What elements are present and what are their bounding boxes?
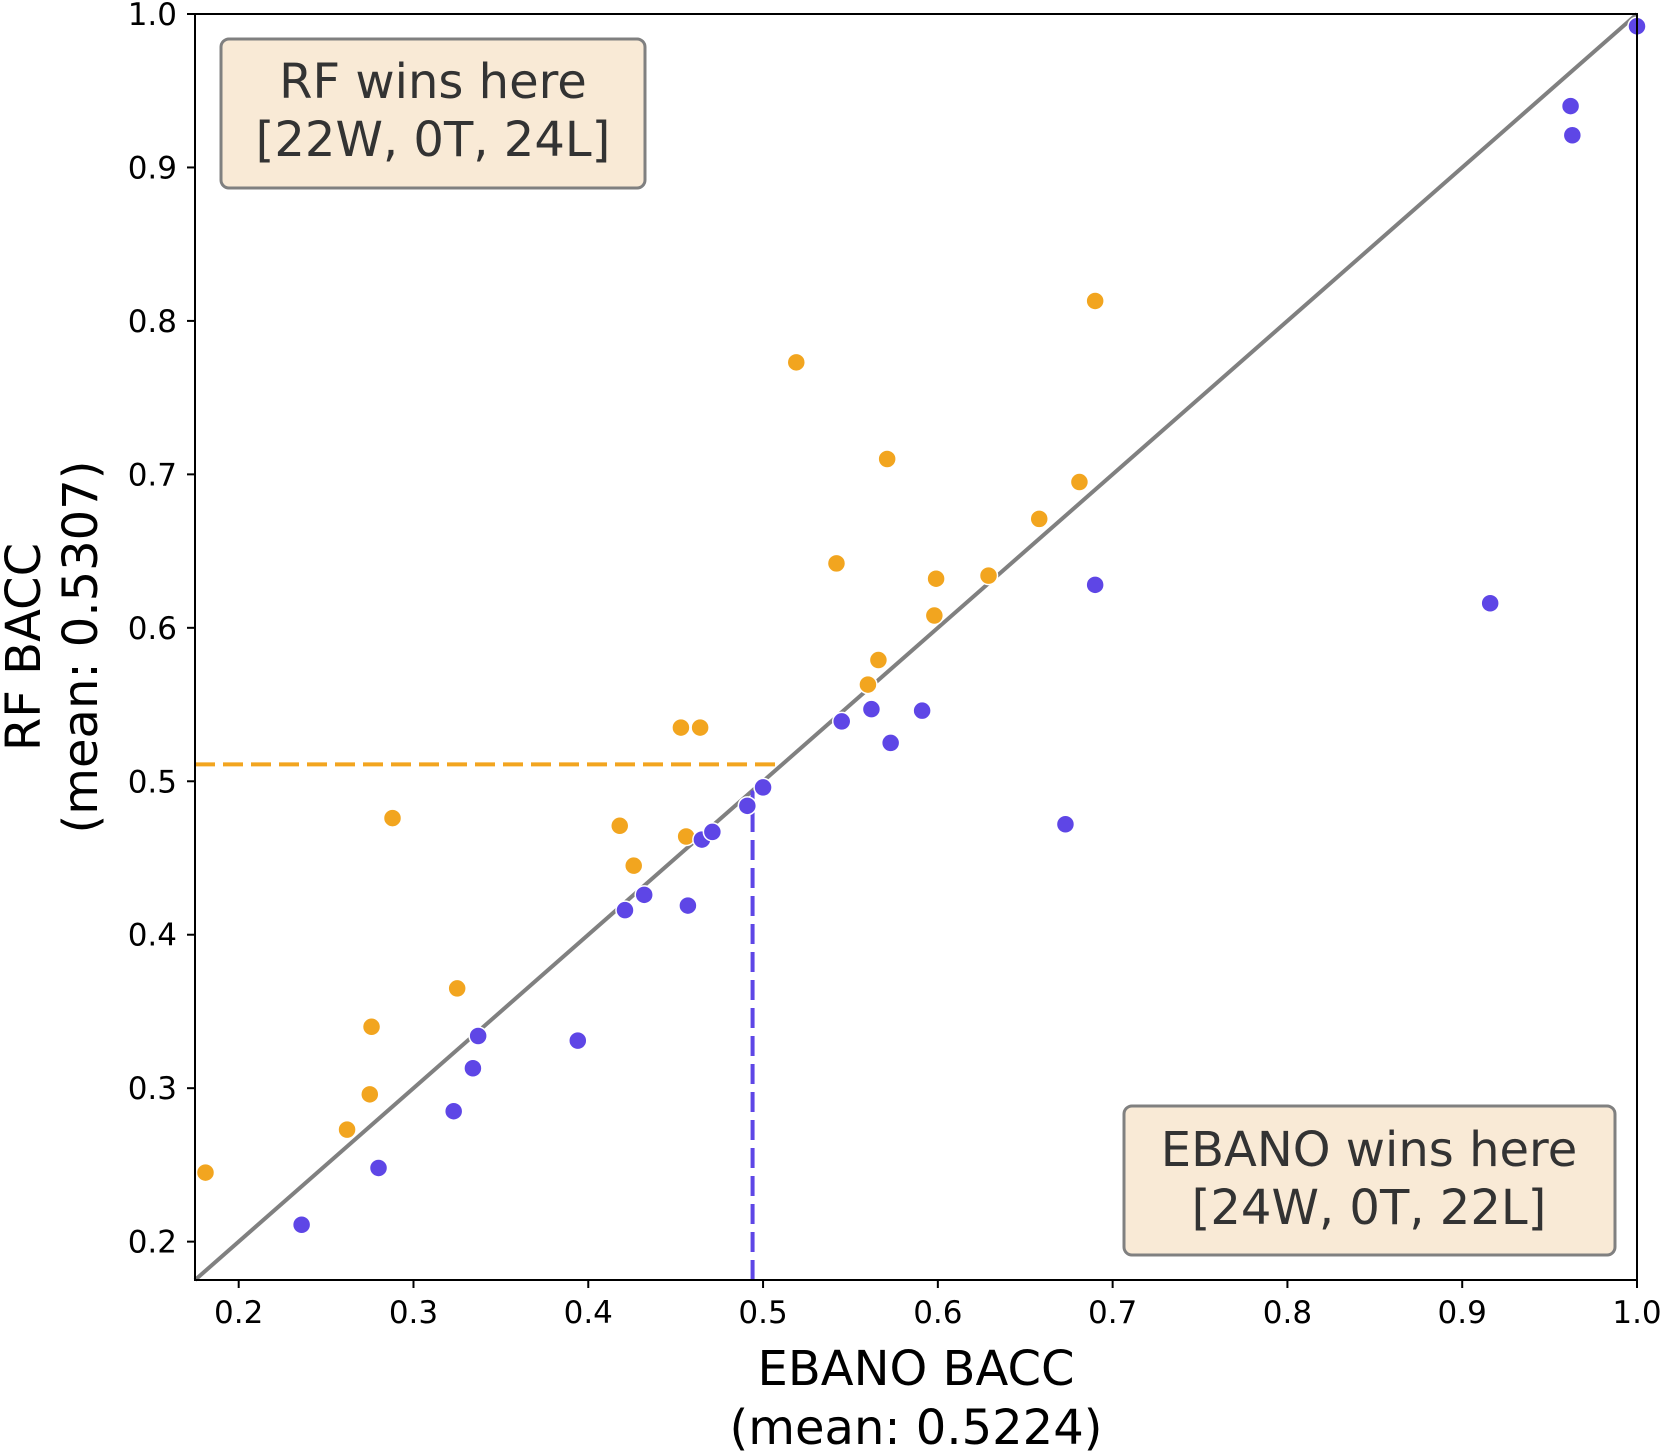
data-point	[568, 1030, 588, 1051]
data-point	[1069, 472, 1090, 492]
data-point	[912, 700, 932, 721]
annotation-rf-wins: RF wins here [22W, 0T, 24L]	[219, 37, 647, 190]
annotation-rf-box	[219, 37, 647, 190]
annotation-rf-line2: [22W, 0T, 24L]	[256, 112, 611, 168]
data-point	[195, 1162, 216, 1183]
data-point	[678, 895, 698, 916]
data-point	[615, 900, 635, 920]
data-point	[868, 650, 889, 670]
data-point	[1029, 509, 1049, 529]
data-point	[360, 1084, 380, 1105]
x-tick-label: 0.2	[214, 1295, 263, 1331]
data-point	[671, 717, 691, 738]
data-point	[1562, 125, 1583, 145]
x-axis-label: EBANO BACC	[758, 1341, 1075, 1397]
y-tick-label: 1.0	[128, 0, 177, 33]
x-tick-label: 0.9	[1438, 1295, 1487, 1331]
data-point	[924, 605, 945, 626]
data-point	[690, 717, 710, 738]
data-point	[978, 565, 999, 586]
y-tick-label: 0.2	[128, 1225, 177, 1261]
data-point	[753, 777, 773, 798]
x-tick-label: 0.4	[564, 1295, 613, 1331]
data-point	[786, 352, 807, 373]
x-tick-label: 0.7	[1088, 1295, 1137, 1331]
data-point	[623, 855, 644, 876]
y-tick-label: 0.6	[128, 611, 177, 647]
data-point	[443, 1101, 464, 1121]
data-point	[1085, 291, 1105, 311]
y-tick-label: 0.5	[128, 764, 177, 800]
y-axis-label: RF BACC	[0, 543, 52, 751]
x-tick-label: 0.6	[913, 1295, 962, 1331]
data-point	[858, 674, 878, 695]
y-ticks: 0.2 0.3 0.4 0.5 0.6 0.7 0.8 0.9 1.0	[128, 0, 195, 1261]
data-point	[826, 553, 847, 574]
data-point	[877, 449, 897, 469]
data-point	[1480, 593, 1500, 614]
data-point	[463, 1058, 483, 1078]
data-point	[634, 885, 654, 905]
annotation-ebano-box	[1122, 1104, 1617, 1257]
annotation-rf-line1: RF wins here	[279, 54, 587, 110]
data-point	[447, 978, 467, 999]
points-layer	[195, 16, 1647, 1235]
data-point	[337, 1119, 357, 1140]
data-point	[291, 1215, 312, 1235]
x-tick-label: 1.0	[1612, 1295, 1661, 1331]
x-axis-mean-label: (mean: 0.5224)	[730, 1400, 1103, 1451]
y-tick-label: 0.8	[128, 304, 177, 340]
data-point	[1055, 814, 1076, 834]
data-point	[880, 733, 901, 753]
data-point	[1085, 575, 1105, 595]
data-point	[737, 796, 758, 816]
data-point	[702, 822, 723, 842]
diagonal-line	[193, 12, 1639, 1282]
data-point	[368, 1158, 389, 1178]
data-point	[361, 1017, 382, 1037]
x-ticks: 0.2 0.3 0.4 0.5 0.6 0.7 0.8 0.9 1.0	[214, 1280, 1661, 1331]
mean-lines-layer	[195, 762, 783, 1280]
y-tick-label: 0.3	[128, 1071, 177, 1107]
annotation-ebano-wins: EBANO wins here [24W, 0T, 22L]	[1122, 1104, 1617, 1257]
data-point	[1560, 96, 1581, 116]
y-tick-label: 0.4	[128, 918, 177, 954]
x-tick-label: 0.8	[1263, 1295, 1312, 1331]
data-point	[831, 711, 852, 732]
data-point	[926, 568, 946, 589]
y-axis-mean-label: (mean: 0.5307)	[53, 461, 109, 834]
data-point	[382, 808, 403, 828]
data-point	[468, 1026, 488, 1046]
annotations-layer: RF wins here [22W, 0T, 24L] EBANO wins h…	[219, 37, 1617, 1257]
data-point	[609, 816, 630, 836]
y-tick-label: 0.7	[128, 457, 177, 493]
y-tick-label: 0.9	[128, 150, 177, 186]
x-tick-label: 0.3	[389, 1295, 438, 1331]
x-tick-label: 0.5	[738, 1295, 787, 1331]
diagonal-layer	[193, 12, 1639, 1282]
data-point	[861, 699, 882, 719]
annotation-ebano-line2: [24W, 0T, 22L]	[1192, 1180, 1547, 1236]
data-point	[676, 826, 696, 847]
plot-frame	[194, 13, 1638, 1281]
annotation-ebano-line1: EBANO wins here	[1161, 1122, 1577, 1178]
